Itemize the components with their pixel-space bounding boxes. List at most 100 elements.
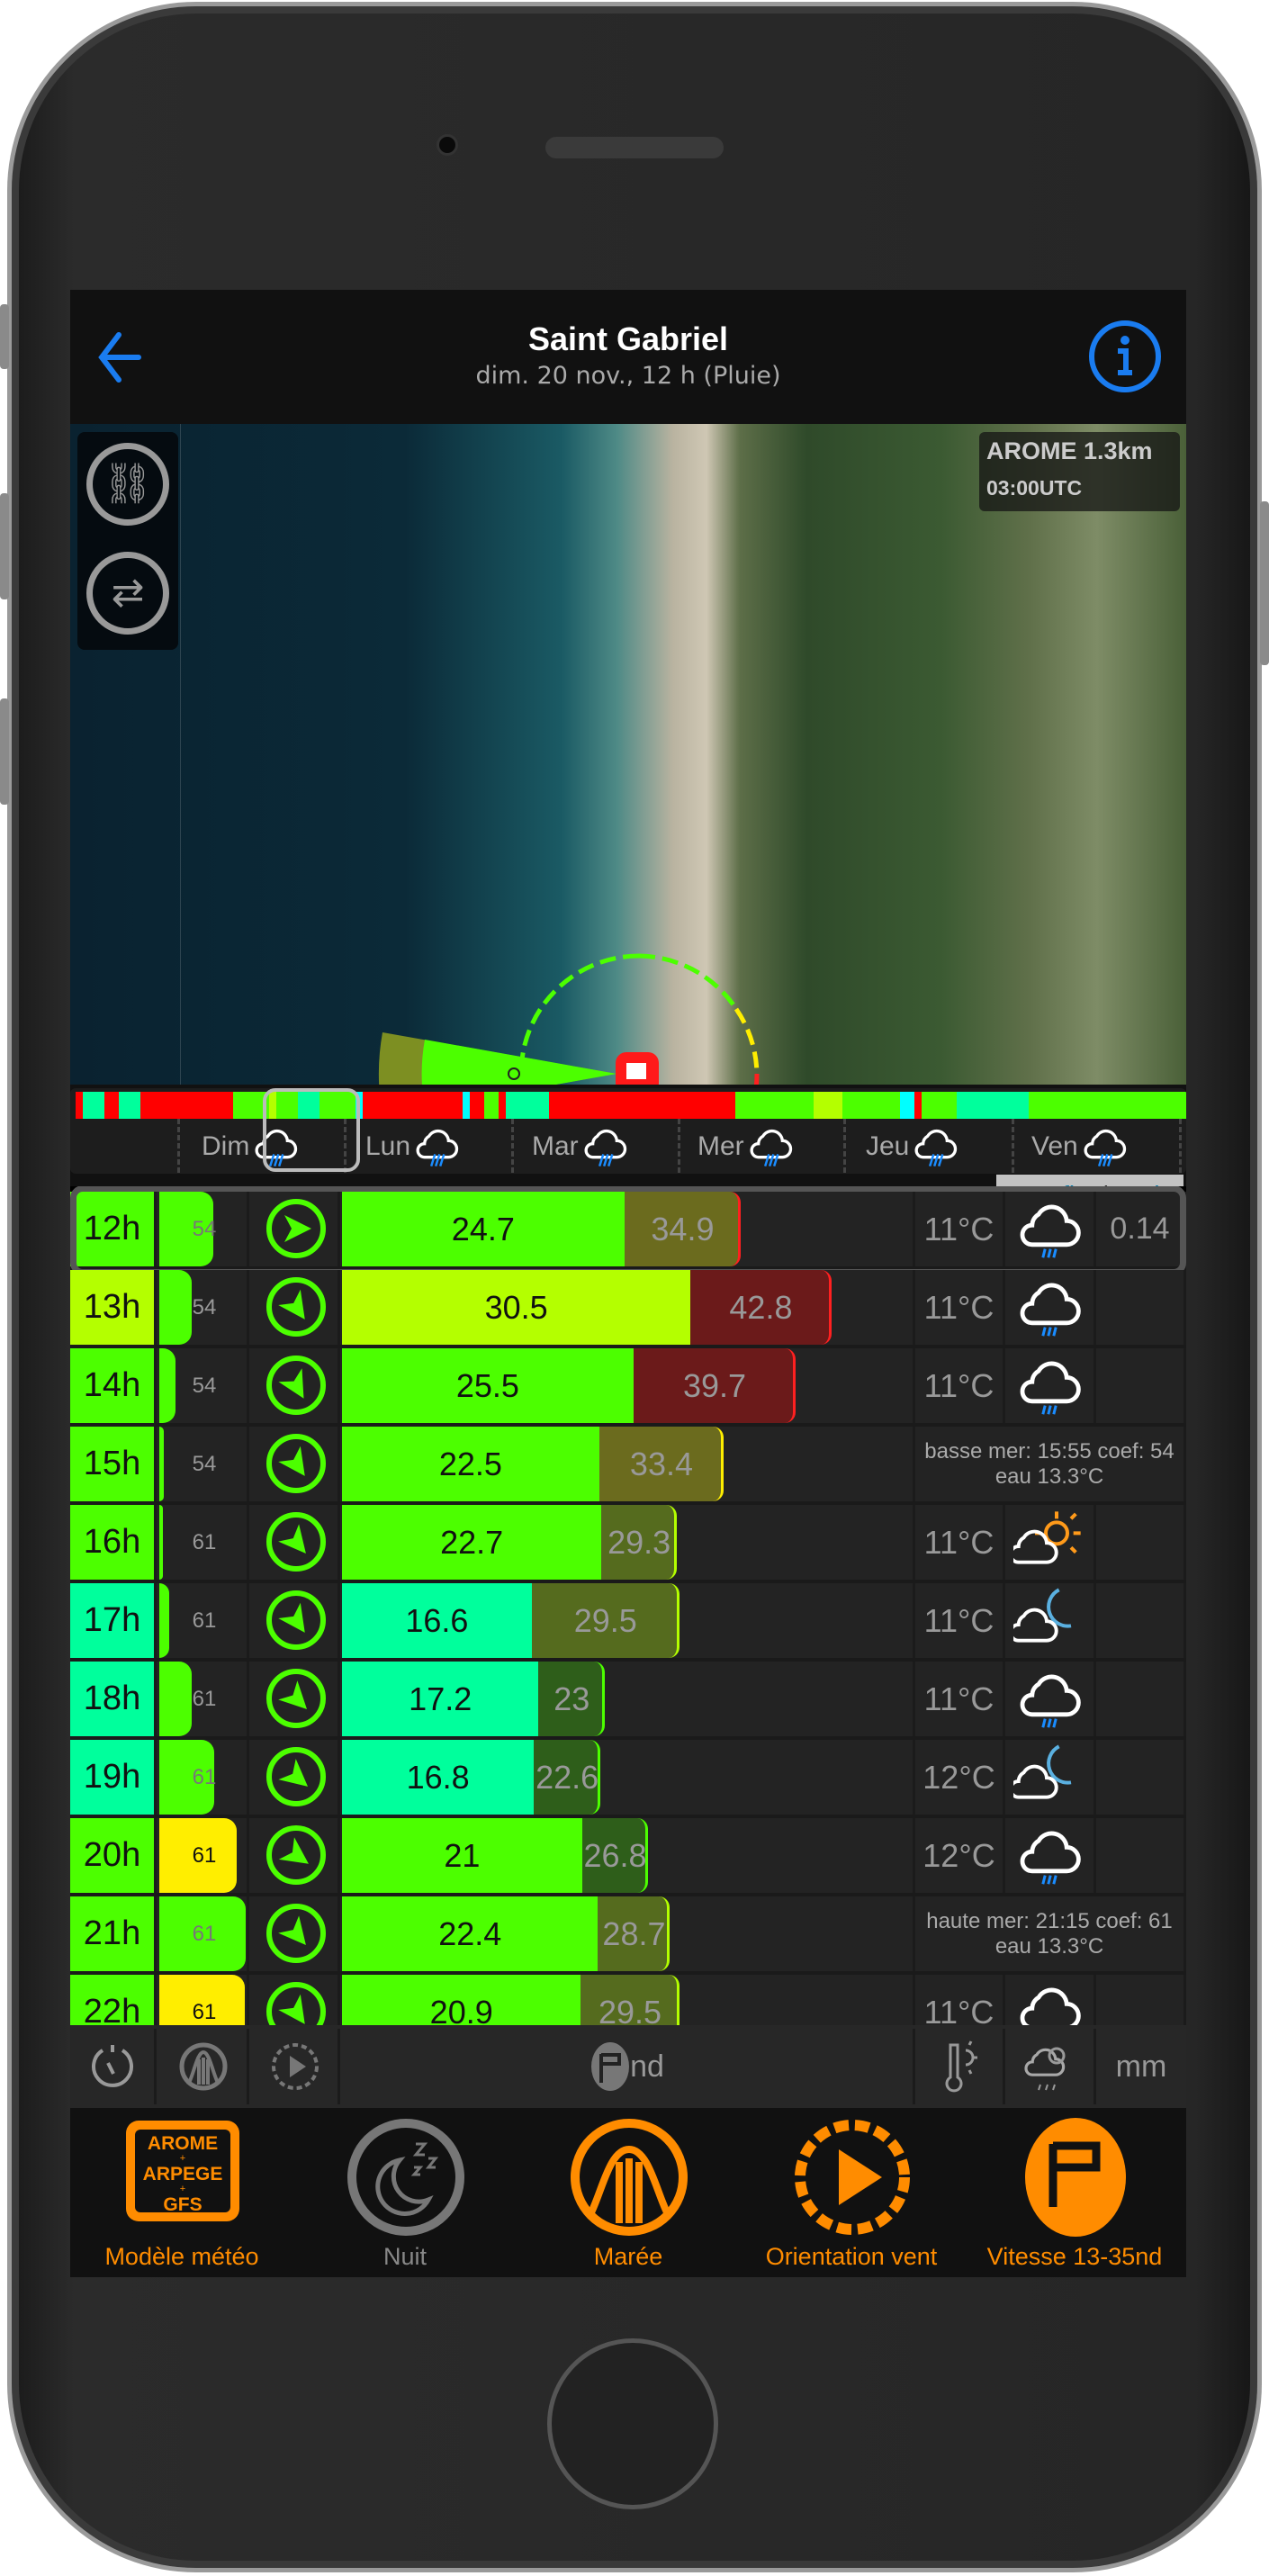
- rain-amount: [1096, 1818, 1186, 1893]
- rain-amount: [1096, 1505, 1186, 1580]
- tide-cell: 61: [159, 1505, 249, 1580]
- wind-speed-column[interactable]: nd: [342, 2029, 915, 2104]
- speaker-grille: [545, 137, 724, 158]
- wind-arrow-icon: [266, 1904, 326, 1963]
- weather-cell: [1005, 1348, 1096, 1423]
- arrow-left-icon[interactable]: [97, 329, 142, 385]
- forecast-color-segment: [275, 1092, 298, 1119]
- forecast-color-segment: [734, 1092, 814, 1119]
- day-tab-mar[interactable]: Mar: [532, 1124, 627, 1169]
- forecast-color-segment: [914, 1092, 922, 1119]
- swap-icon[interactable]: ⇄: [86, 552, 169, 635]
- cloud-rain-icon: [1017, 1824, 1082, 1888]
- weather-column-icon[interactable]: [1005, 2029, 1096, 2104]
- day-selector[interactable]: Dim Lun Mar Mer Jeu Ven: [70, 1088, 1186, 1174]
- table-row[interactable]: 13h 54 30.5 42.8 11°C: [70, 1270, 1186, 1348]
- tide-coefficient: 54: [192, 1295, 217, 1320]
- rain-amount: [1096, 1975, 1186, 2025]
- wind-speed-label: Vitesse 13-35nd: [986, 2243, 1163, 2270]
- forecast-color-segment: [362, 1092, 463, 1119]
- cloud-rain-icon: [582, 1124, 627, 1167]
- svg-text:ARPEGE: ARPEGE: [143, 2164, 223, 2184]
- wind-orientation-button[interactable]: Orientation vent: [740, 2108, 963, 2277]
- weather-cell: [1005, 1662, 1096, 1736]
- temperature: 11°C: [915, 1348, 1005, 1423]
- day-separator: [1012, 1119, 1014, 1173]
- selected-row-highlight: [70, 1186, 1186, 1275]
- wind-bar: [342, 1740, 535, 1815]
- home-button[interactable]: [547, 2338, 718, 2509]
- wind-arrow-icon: [266, 1199, 326, 1258]
- table-row[interactable]: 19h 61 16.8 22.6 12°C: [70, 1740, 1186, 1818]
- table-row[interactable]: 14h 54 25.5 39.7 11°C: [70, 1348, 1186, 1427]
- tide-level-bar: [159, 1505, 163, 1580]
- day-label: Dim: [202, 1131, 250, 1161]
- tide-coefficient: 54: [192, 1217, 217, 1241]
- rain-unit[interactable]: mm: [1115, 2049, 1167, 2084]
- table-row[interactable]: 17h 61 16.6 29.5 11°C: [70, 1583, 1186, 1662]
- svg-text:AROME: AROME: [148, 2133, 218, 2154]
- day-tab-ven[interactable]: Ven: [1031, 1124, 1127, 1169]
- day-tab-lun[interactable]: Lun: [365, 1124, 459, 1169]
- tide-coefficient: 61: [192, 1530, 217, 1554]
- forecast-color-segment: [548, 1092, 735, 1119]
- model-button[interactable]: AROME + ARPEGE + GFS Modèle météo: [70, 2108, 293, 2277]
- table-row[interactable]: 20h 61 21 26.8 12°C: [70, 1818, 1186, 1896]
- direction-column-icon[interactable]: [252, 2029, 340, 2104]
- tide-level-bar: [159, 1192, 213, 1266]
- tide-coefficient: 61: [192, 1922, 217, 1946]
- link-icon[interactable]: ⛓: [86, 443, 169, 526]
- wind-value: 16.6: [405, 1602, 469, 1639]
- wind-cone: [421, 1040, 616, 1085]
- temperature: 11°C: [915, 1192, 1005, 1266]
- forecast-color-segment: [76, 1092, 83, 1119]
- sun-cloud-icon: [1013, 1510, 1081, 1564]
- tide-coefficient: 61: [192, 1765, 217, 1789]
- wind-value: 22.7: [440, 1524, 504, 1561]
- table-row[interactable]: 12h 54 24.7 34.9 11°C 0.14: [70, 1192, 1186, 1270]
- tide-level-bar: [159, 1270, 192, 1345]
- wind-value: 21: [444, 1837, 481, 1874]
- table-row[interactable]: 15h 54 22.5 33.4 basse mer: 15:55 coef: …: [70, 1427, 1186, 1505]
- info-icon[interactable]: [1087, 319, 1163, 394]
- rain-amount: [1096, 1583, 1186, 1658]
- day-tab-mer[interactable]: Mer: [698, 1124, 793, 1169]
- tide-button[interactable]: Marée: [517, 2108, 740, 2277]
- wind-direction-cell: [252, 1427, 340, 1501]
- tide-column-icon[interactable]: [159, 2029, 249, 2104]
- temperature: 12°C: [915, 1740, 1005, 1815]
- wind-direction-icon: [795, 2120, 910, 2235]
- hour-label: 22h: [70, 1975, 157, 2025]
- hour-label: 13h: [70, 1270, 157, 1345]
- wind-arrow-icon: [266, 1747, 326, 1806]
- forecast-table[interactable]: 12h 54 24.7 34.9 11°C 0.14 13h 54 30.5 42…: [70, 1186, 1186, 2025]
- day-tab-dim[interactable]: Dim: [202, 1124, 298, 1169]
- forecast-color-segment: [498, 1092, 506, 1119]
- map-gridline: [180, 424, 181, 1085]
- day-tab-jeu[interactable]: Jeu: [866, 1124, 958, 1169]
- tide-note: haute mer: 21:15 coef: 61 eau 13.3°C: [915, 1896, 1186, 1971]
- gust-value: 29.5: [573, 1602, 637, 1639]
- night-button[interactable]: Nuit: [293, 2108, 517, 2277]
- wind-arrow-icon: [266, 1277, 326, 1337]
- tide-coefficient: 61: [192, 1687, 217, 1711]
- table-row[interactable]: 16h 61 22.7 29.3 11°C: [70, 1505, 1186, 1583]
- tide-coefficient: 54: [192, 1374, 217, 1398]
- wind-speed-button[interactable]: Vitesse 13-35nd: [963, 2108, 1186, 2277]
- temperature-column-icon[interactable]: [915, 2029, 1005, 2104]
- wind-cell: 20.9 29.5: [342, 1975, 915, 2025]
- wind-value: 17.2: [409, 1680, 472, 1717]
- table-row[interactable]: 22h 61 20.9 29.5 11°C: [70, 1975, 1186, 2025]
- wind-value: 30.5: [484, 1289, 548, 1326]
- weather-cell: [1005, 1505, 1096, 1580]
- temperature: 12°C: [915, 1818, 1005, 1893]
- table-row[interactable]: 21h 61 22.4 28.7 haute mer: 21:15 coef: …: [70, 1896, 1186, 1975]
- tide-cell: 54: [159, 1270, 249, 1345]
- forecast-color-segment: [118, 1092, 140, 1119]
- tide-level-bar: [159, 1583, 169, 1658]
- satellite-map[interactable]: ⛓ ⇄ AROME 1.3km 03:00UTC Leaflet | Esri: [70, 424, 1186, 1216]
- day-separator: [1179, 1119, 1182, 1173]
- tide-coef-column-icon[interactable]: [70, 2029, 157, 2104]
- table-row[interactable]: 18h 61 17.2 23 11°C: [70, 1662, 1186, 1740]
- hour-label: 16h: [70, 1505, 157, 1580]
